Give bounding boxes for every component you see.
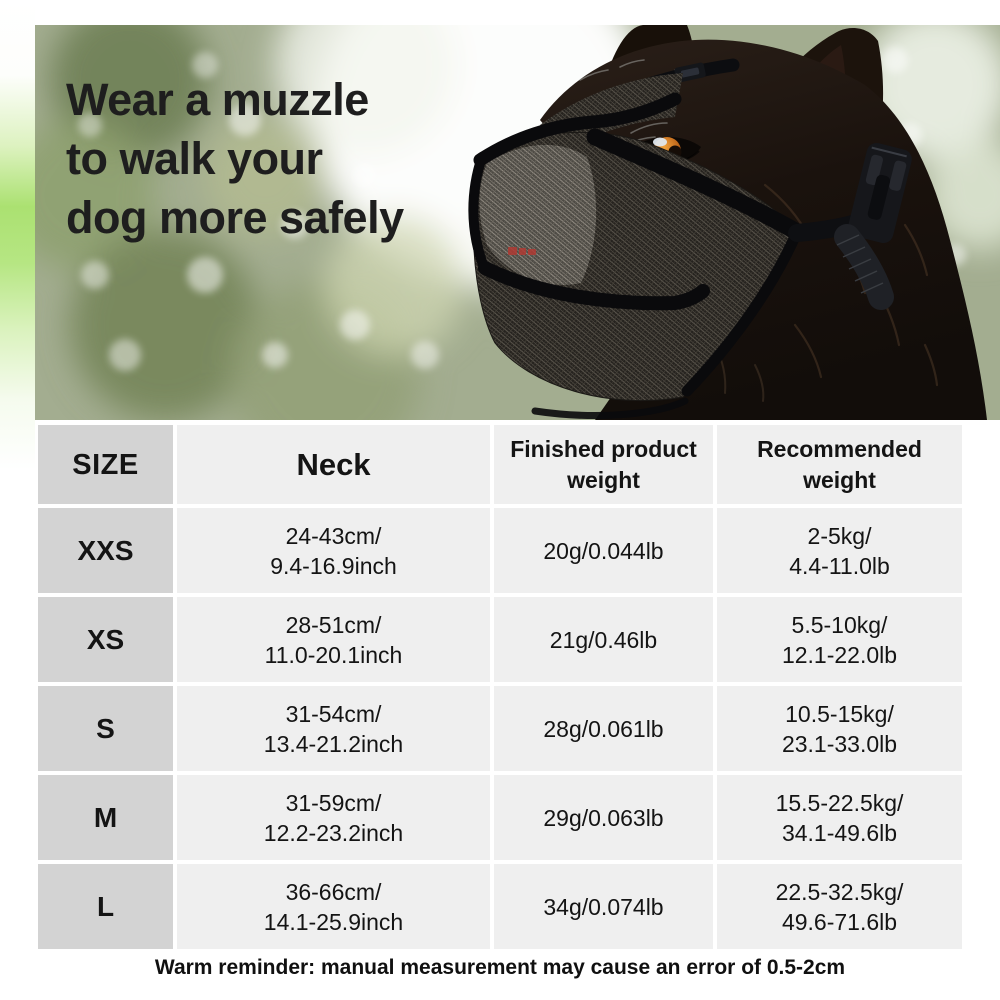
row-l-recommended-weight: 22.5-32.5kg/49.6-71.6lb [717, 864, 962, 949]
row-xxs-neck: 24-43cm/9.4-16.9inch [177, 508, 490, 593]
table-header-recommended-weight: Recommended weight [717, 425, 962, 504]
table-header-neck: Neck [177, 425, 490, 504]
dog-with-muzzle-illustration [35, 25, 1000, 420]
row-xs-recommended-weight: 5.5-10kg/12.1-22.0lb [717, 597, 962, 682]
red-logo-mark [508, 247, 536, 255]
reminder-note: Warm reminder: manual measurement may ca… [154, 956, 846, 979]
row-xs-neck: 28-51cm/11.0-20.1inch [177, 597, 490, 682]
row-s-finished-weight: 28g/0.061lb [494, 686, 713, 771]
row-m-recommended-weight: 15.5-22.5kg/34.1-49.6lb [717, 775, 962, 860]
row-m-neck: 31-59cm/12.2-23.2inch [177, 775, 490, 860]
headline: Wear a muzzle to walk your dog more safe… [66, 70, 404, 247]
row-xxs-recommended-weight: 2-5kg/4.4-11.0lb [717, 508, 962, 593]
row-m-finished-weight: 29g/0.063lb [494, 775, 713, 860]
headline-line-3: dog more safely [66, 192, 404, 243]
row-s-neck: 31-54cm/13.4-21.2inch [177, 686, 490, 771]
buckle [848, 142, 912, 244]
row-xxs-finished-weight: 20g/0.044lb [494, 508, 713, 593]
hero-photo [35, 25, 1000, 420]
strap-slider [674, 62, 706, 83]
muzzle-binding [468, 92, 806, 419]
headline-line-2: to walk your [66, 133, 323, 184]
mesh-muzzle [468, 58, 912, 419]
row-s-recommended-weight: 10.5-15kg/23.1-33.0lb [717, 686, 962, 771]
row-l-neck: 36-66cm/14.1-25.9inch [177, 864, 490, 949]
row-s-size: S [38, 686, 173, 771]
row-m-size: M [38, 775, 173, 860]
row-l-size: L [38, 864, 173, 949]
table-header-size: SIZE [38, 425, 173, 504]
row-xxs-size: XXS [38, 508, 173, 593]
row-l-finished-weight: 34g/0.074lb [494, 864, 713, 949]
headline-line-1: Wear a muzzle [66, 74, 369, 125]
table-header-finished-weight: Finished product weight [494, 425, 713, 504]
webbing-strap [834, 224, 894, 310]
size-table: SIZE Neck Finished product weight Recomme… [38, 425, 962, 949]
row-xs-size: XS [38, 597, 173, 682]
row-xs-finished-weight: 21g/0.46lb [494, 597, 713, 682]
left-green-gradient [0, 0, 35, 470]
